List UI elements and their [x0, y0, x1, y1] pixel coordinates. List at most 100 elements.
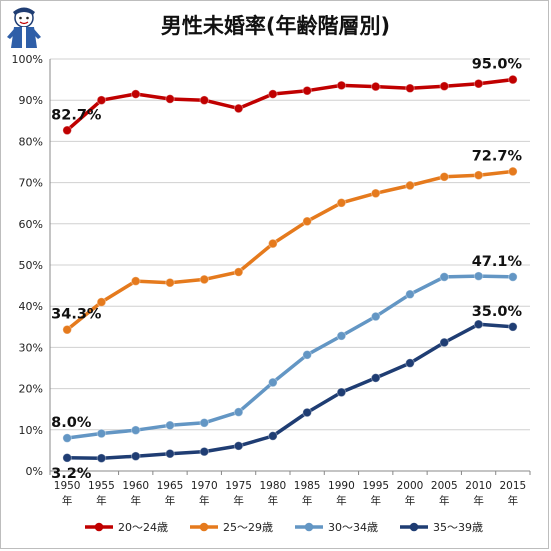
x-tick-suffix: 年: [439, 494, 450, 507]
data-point: [439, 337, 450, 348]
data-point: [199, 446, 210, 457]
x-tick-suffix: 年: [199, 494, 210, 507]
data-label: 3.2%: [51, 466, 92, 482]
x-tick-suffix: 年: [268, 494, 279, 507]
data-point: [233, 441, 244, 451]
x-tick-suffix: 年: [130, 494, 141, 507]
x-tick-suffix: 年: [233, 494, 244, 507]
x-tick-label: 1970: [191, 480, 218, 492]
data-point: [473, 78, 484, 89]
data-point: [302, 85, 312, 96]
data-point: [508, 322, 518, 332]
data-point: [336, 197, 347, 208]
data-point: [439, 172, 450, 182]
data-point: [199, 95, 210, 105]
x-tick-label: 1965: [157, 480, 184, 492]
y-tick-label: 10%: [19, 424, 43, 437]
data-label: 34.3%: [51, 307, 102, 323]
data-point: [165, 94, 175, 104]
series-line: [67, 322, 514, 460]
data-point: [439, 81, 450, 91]
data-label: 95.0%: [472, 57, 523, 73]
y-tick-label: 30%: [19, 341, 43, 354]
data-point: [96, 453, 107, 464]
data-point: [508, 166, 518, 177]
data-point: [96, 297, 107, 307]
y-tick-label: 60%: [19, 218, 43, 231]
data-point: [336, 80, 347, 91]
x-tick-label: 1980: [259, 480, 286, 492]
x-tick-suffix: 年: [336, 494, 347, 507]
data-point: [439, 272, 450, 282]
data-label: 47.1%: [472, 254, 523, 270]
x-tick-label: 1960: [122, 480, 149, 492]
x-tick-suffix: 年: [62, 494, 73, 507]
data-point: [62, 125, 72, 136]
x-tick-label: 1950: [54, 480, 81, 492]
chart-title: 男性未婚率(年齢階層別): [160, 14, 391, 38]
x-tick-label: 1995: [362, 480, 389, 492]
y-tick-label: 20%: [19, 383, 43, 396]
data-label: 8.0%: [51, 415, 92, 431]
data-point: [233, 103, 244, 114]
data-point: [405, 358, 415, 368]
data-point: [405, 289, 415, 300]
data-point: [473, 271, 484, 281]
x-tick-label: 2005: [431, 480, 458, 492]
legend-marker: [94, 522, 104, 532]
mascot-logo-icon: [7, 7, 41, 48]
data-point: [62, 453, 72, 463]
data-point: [199, 274, 210, 285]
data-point: [473, 319, 484, 330]
data-point: [96, 95, 107, 105]
x-tick-suffix: 年: [370, 494, 381, 507]
series-line: [66, 274, 513, 440]
data-point: [302, 407, 312, 418]
data-label: 82.7%: [51, 107, 102, 123]
legend-label: 35〜39歳: [433, 521, 483, 534]
legend-marker: [409, 522, 419, 532]
y-tick-label: 70%: [19, 177, 43, 190]
data-point: [199, 417, 210, 428]
x-tick-label: 1975: [225, 480, 252, 492]
data-point: [233, 407, 244, 417]
data-point: [165, 277, 175, 288]
data-point: [370, 311, 381, 322]
data-point: [336, 387, 347, 398]
series-line: [65, 77, 514, 132]
x-tick-suffix: 年: [96, 494, 107, 507]
data-point: [130, 425, 141, 436]
data-point: [165, 420, 175, 431]
data-point: [508, 272, 518, 282]
y-tick-label: 90%: [19, 94, 43, 107]
x-tick-suffix: 年: [508, 494, 519, 507]
data-point: [302, 216, 312, 227]
x-tick-suffix: 年: [405, 494, 416, 507]
data-point: [336, 331, 347, 341]
data-point: [508, 74, 518, 85]
data-point: [268, 238, 278, 249]
y-tick-label: 80%: [19, 135, 43, 148]
data-point: [130, 451, 141, 461]
legend-marker: [199, 522, 209, 532]
legend-label: 30〜34歳: [328, 521, 378, 534]
data-point: [130, 276, 141, 286]
x-tick-suffix: 年: [473, 494, 484, 507]
data-point: [62, 324, 72, 335]
x-tick-suffix: 年: [165, 494, 176, 507]
legend-label: 25〜29歳: [223, 521, 273, 534]
y-tick-label: 40%: [19, 300, 43, 313]
data-point: [62, 433, 72, 443]
x-tick-label: 1985: [294, 480, 321, 492]
legend-marker: [304, 522, 314, 532]
series-line: [66, 169, 514, 332]
data-point: [96, 428, 107, 439]
y-tick-label: 100%: [12, 53, 43, 66]
data-point: [130, 89, 141, 99]
data-label: 72.7%: [472, 148, 523, 164]
data-point: [165, 448, 175, 459]
x-tick-suffix: 年: [302, 494, 313, 507]
